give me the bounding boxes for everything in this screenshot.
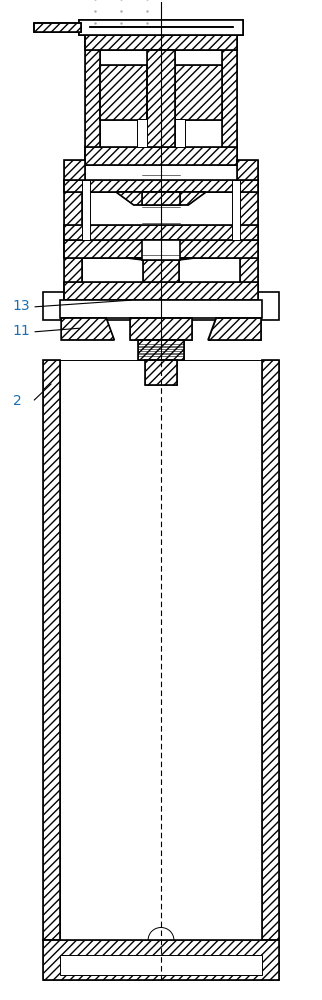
Polygon shape (137, 119, 147, 147)
Polygon shape (79, 20, 243, 35)
Polygon shape (127, 258, 195, 260)
Polygon shape (64, 225, 258, 240)
Polygon shape (34, 23, 80, 32)
Polygon shape (60, 360, 262, 940)
Polygon shape (138, 340, 184, 360)
Polygon shape (82, 258, 240, 282)
Polygon shape (82, 180, 90, 240)
Polygon shape (100, 50, 222, 147)
Polygon shape (64, 282, 258, 300)
Polygon shape (60, 300, 262, 318)
Polygon shape (61, 318, 114, 340)
Polygon shape (64, 240, 258, 258)
Polygon shape (64, 160, 85, 180)
Polygon shape (237, 160, 258, 180)
Polygon shape (82, 192, 240, 225)
Polygon shape (175, 119, 185, 147)
Polygon shape (232, 180, 240, 240)
Polygon shape (85, 147, 237, 165)
Polygon shape (100, 65, 147, 120)
Text: 13: 13 (13, 299, 31, 313)
Polygon shape (60, 955, 262, 975)
Polygon shape (208, 318, 261, 340)
Polygon shape (147, 50, 175, 147)
Polygon shape (143, 260, 179, 282)
Polygon shape (222, 35, 237, 165)
Text: 11: 11 (13, 324, 31, 338)
Polygon shape (145, 360, 177, 385)
Polygon shape (64, 180, 82, 240)
Polygon shape (175, 65, 222, 120)
Polygon shape (262, 360, 279, 940)
Polygon shape (64, 240, 82, 300)
Polygon shape (64, 180, 258, 192)
Polygon shape (85, 35, 237, 50)
Polygon shape (142, 240, 180, 260)
Polygon shape (43, 360, 60, 940)
Polygon shape (79, 20, 243, 35)
Polygon shape (43, 940, 279, 980)
Polygon shape (116, 192, 206, 205)
Polygon shape (89, 26, 233, 27)
Polygon shape (34, 23, 80, 32)
Polygon shape (240, 240, 258, 300)
Text: 2: 2 (13, 394, 22, 408)
Polygon shape (240, 180, 258, 240)
Polygon shape (142, 192, 180, 205)
Polygon shape (130, 318, 192, 340)
Polygon shape (43, 292, 279, 320)
Polygon shape (85, 35, 100, 165)
